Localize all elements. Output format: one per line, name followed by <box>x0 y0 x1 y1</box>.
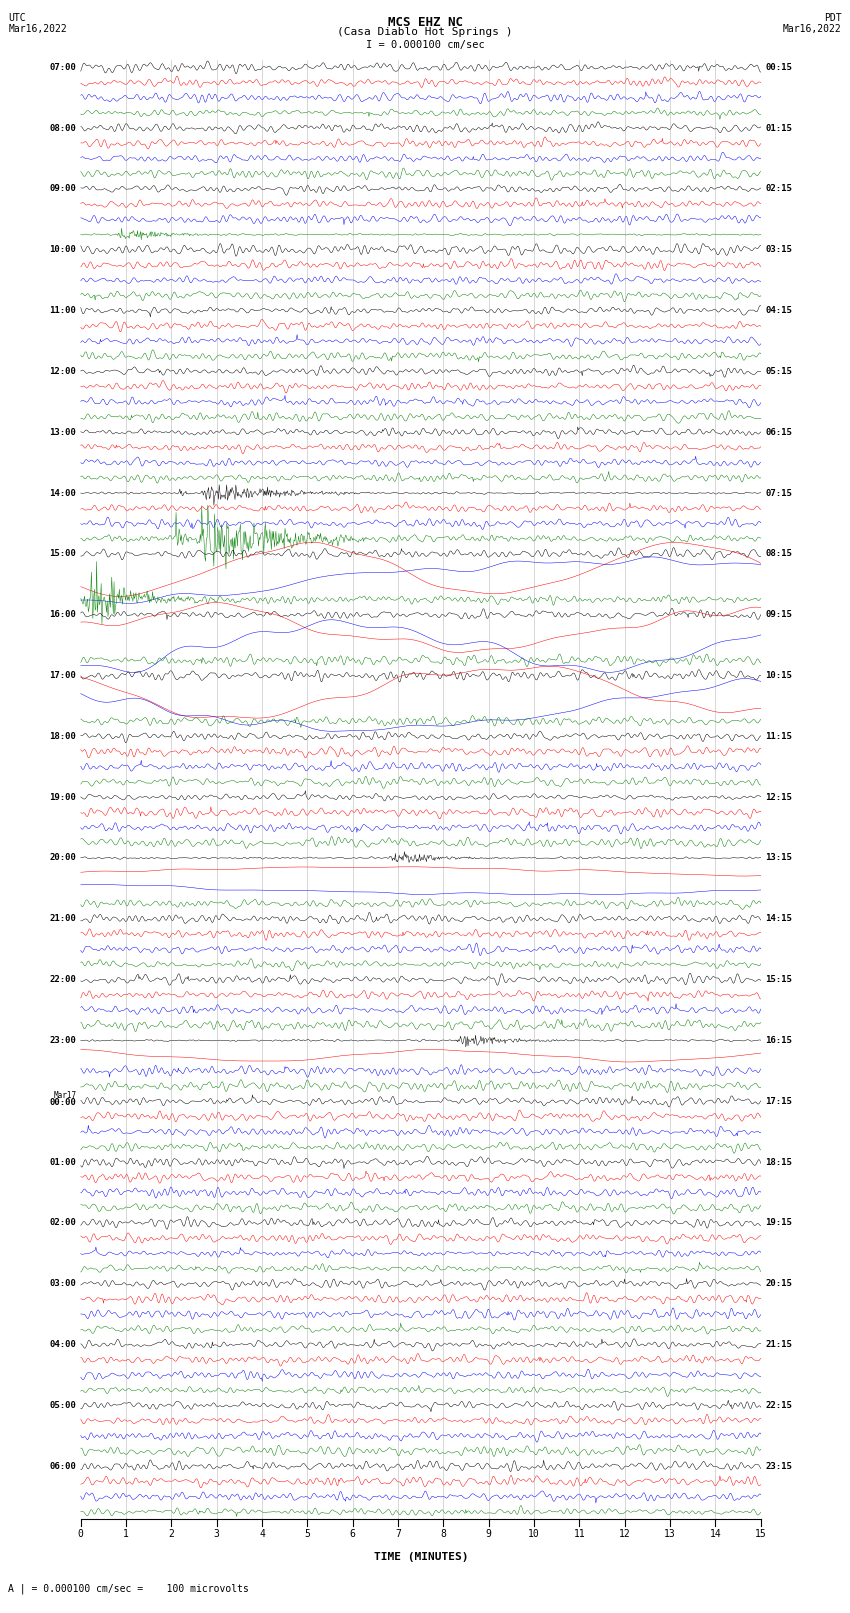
Text: 15: 15 <box>755 1529 767 1539</box>
Text: 04:00: 04:00 <box>49 1340 76 1348</box>
Text: 07:15: 07:15 <box>765 489 792 497</box>
Text: Mar16,2022: Mar16,2022 <box>8 24 67 34</box>
Text: 13: 13 <box>664 1529 676 1539</box>
Text: (Casa Diablo Hot Springs ): (Casa Diablo Hot Springs ) <box>337 27 513 37</box>
Text: 8: 8 <box>440 1529 446 1539</box>
Text: 18:00: 18:00 <box>49 732 76 740</box>
Text: 11:15: 11:15 <box>765 732 792 740</box>
Text: 05:00: 05:00 <box>49 1402 76 1410</box>
Text: 22:15: 22:15 <box>765 1402 792 1410</box>
Text: 08:15: 08:15 <box>765 550 792 558</box>
Text: 04:15: 04:15 <box>765 306 792 315</box>
Text: PDT: PDT <box>824 13 842 23</box>
Text: 14:00: 14:00 <box>49 489 76 497</box>
Text: 02:00: 02:00 <box>49 1218 76 1227</box>
Text: 16:15: 16:15 <box>765 1036 792 1045</box>
Text: 6: 6 <box>350 1529 355 1539</box>
Text: 0: 0 <box>78 1529 83 1539</box>
Text: 17:15: 17:15 <box>765 1097 792 1107</box>
Text: 21:00: 21:00 <box>49 915 76 923</box>
Text: 14: 14 <box>710 1529 722 1539</box>
Text: 9: 9 <box>486 1529 491 1539</box>
Text: 19:00: 19:00 <box>49 792 76 802</box>
Text: 2: 2 <box>168 1529 174 1539</box>
Text: 12:15: 12:15 <box>765 792 792 802</box>
Text: 21:15: 21:15 <box>765 1340 792 1348</box>
Text: 11: 11 <box>574 1529 586 1539</box>
Text: 4: 4 <box>259 1529 265 1539</box>
Text: 03:15: 03:15 <box>765 245 792 255</box>
Text: 23:15: 23:15 <box>765 1461 792 1471</box>
Text: 09:00: 09:00 <box>49 184 76 194</box>
Text: 10: 10 <box>528 1529 540 1539</box>
Text: I = 0.000100 cm/sec: I = 0.000100 cm/sec <box>366 40 484 50</box>
Text: 23:00: 23:00 <box>49 1036 76 1045</box>
Text: 10:00: 10:00 <box>49 245 76 255</box>
Text: 15:15: 15:15 <box>765 976 792 984</box>
Text: 13:00: 13:00 <box>49 427 76 437</box>
Text: 03:00: 03:00 <box>49 1279 76 1289</box>
Text: 01:15: 01:15 <box>765 124 792 132</box>
Text: 11:00: 11:00 <box>49 306 76 315</box>
Text: 09:15: 09:15 <box>765 610 792 619</box>
Text: 15:00: 15:00 <box>49 550 76 558</box>
Text: 7: 7 <box>395 1529 401 1539</box>
Text: 12: 12 <box>619 1529 631 1539</box>
Text: 20:00: 20:00 <box>49 853 76 863</box>
Text: 06:00: 06:00 <box>49 1461 76 1471</box>
Text: 17:00: 17:00 <box>49 671 76 681</box>
Text: 20:15: 20:15 <box>765 1279 792 1289</box>
Text: 14:15: 14:15 <box>765 915 792 923</box>
Text: 1: 1 <box>123 1529 129 1539</box>
Text: 05:15: 05:15 <box>765 366 792 376</box>
Text: 07:00: 07:00 <box>49 63 76 73</box>
Text: 10:15: 10:15 <box>765 671 792 681</box>
Text: 18:15: 18:15 <box>765 1158 792 1166</box>
Text: 00:15: 00:15 <box>765 63 792 73</box>
Text: 00:00: 00:00 <box>49 1098 76 1107</box>
Text: A | = 0.000100 cm/sec =    100 microvolts: A | = 0.000100 cm/sec = 100 microvolts <box>8 1582 249 1594</box>
Text: Mar17: Mar17 <box>54 1092 76 1100</box>
Text: 08:00: 08:00 <box>49 124 76 132</box>
Text: 06:15: 06:15 <box>765 427 792 437</box>
Text: 3: 3 <box>214 1529 219 1539</box>
Text: UTC: UTC <box>8 13 26 23</box>
Text: 01:00: 01:00 <box>49 1158 76 1166</box>
Text: 02:15: 02:15 <box>765 184 792 194</box>
Text: Mar16,2022: Mar16,2022 <box>783 24 842 34</box>
Text: 22:00: 22:00 <box>49 976 76 984</box>
Text: 13:15: 13:15 <box>765 853 792 863</box>
Text: 5: 5 <box>304 1529 310 1539</box>
Text: TIME (MINUTES): TIME (MINUTES) <box>373 1552 468 1561</box>
Text: 19:15: 19:15 <box>765 1218 792 1227</box>
Text: 16:00: 16:00 <box>49 610 76 619</box>
Text: MCS EHZ NC: MCS EHZ NC <box>388 16 462 29</box>
Text: 12:00: 12:00 <box>49 366 76 376</box>
